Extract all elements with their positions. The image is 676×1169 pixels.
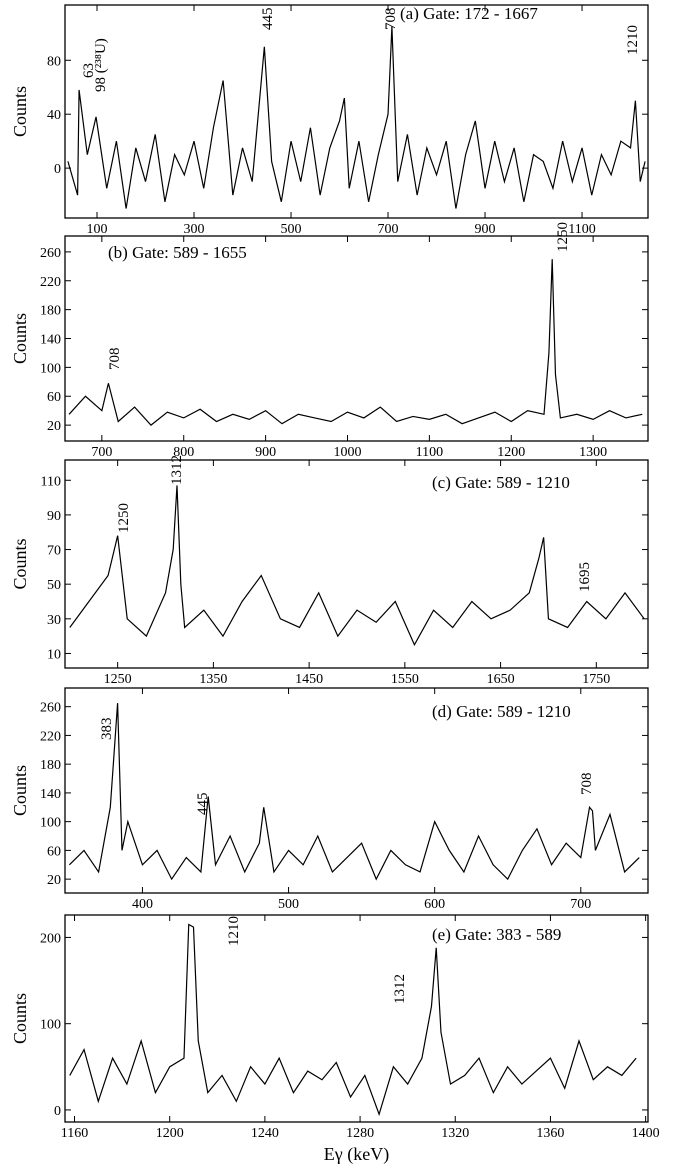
- y-tick-label: 0: [54, 1104, 61, 1119]
- plot-frame: [64, 687, 649, 894]
- y-axis-label: Counts: [10, 765, 30, 816]
- y-tick-label: 100: [40, 816, 61, 831]
- x-tick-label: 600: [424, 897, 445, 912]
- x-tick-label: 700: [91, 445, 112, 460]
- x-tick-label: 1450: [295, 672, 323, 687]
- plot-frame: [64, 235, 649, 442]
- y-tick-label: 100: [40, 1018, 61, 1033]
- y-tick-label: 50: [47, 578, 61, 593]
- y-tick-label: 110: [41, 474, 61, 489]
- x-tick-label: 1240: [251, 1126, 279, 1141]
- y-tick-label: 200: [40, 931, 61, 946]
- spectrum: [68, 259, 643, 426]
- x-tick-label: 1300: [579, 445, 607, 460]
- x-tick-label: 700: [378, 222, 399, 237]
- x-tick-label: 900: [255, 445, 276, 460]
- x-tick-label: 1650: [487, 672, 515, 687]
- peak-label: 98 (²³⁸U): [93, 38, 109, 92]
- y-axis-label: Counts: [10, 86, 30, 137]
- y-tick-label: 10: [47, 647, 61, 662]
- x-tick-label: 1320: [441, 1126, 469, 1141]
- x-tick-label: 1750: [582, 672, 610, 687]
- chart-title: (a) Gate: 172 - 1667: [400, 4, 538, 23]
- y-tick-label: 140: [40, 333, 61, 348]
- x-tick-label: 500: [281, 222, 302, 237]
- y-tick-label: 70: [47, 544, 61, 559]
- plot-frame: [64, 914, 649, 1123]
- y-tick-label: 180: [40, 304, 61, 319]
- y-tick-label: 20: [47, 873, 61, 888]
- x-tick-label: 1200: [497, 445, 525, 460]
- x-tick-label: 300: [184, 222, 205, 237]
- x-tick-label: 700: [570, 897, 591, 912]
- x-tick-label: 1160: [61, 1126, 88, 1141]
- x-tick-label: 100: [87, 222, 108, 237]
- y-tick-label: 100: [40, 361, 61, 376]
- peak-label: 1250: [555, 222, 571, 252]
- peak-label: 1312: [392, 974, 408, 1004]
- chart-title: (d) Gate: 589 - 1210: [432, 702, 571, 721]
- chart-title: (e) Gate: 383 - 589: [432, 925, 561, 944]
- spectrum: [67, 26, 646, 209]
- y-axis-label: Counts: [10, 993, 30, 1044]
- plot-frame: [64, 4, 649, 219]
- spectrum: [69, 485, 645, 647]
- y-tick-label: 140: [40, 787, 61, 802]
- x-tick-label: 1250: [104, 672, 132, 687]
- peak-label: 708: [579, 773, 595, 796]
- y-tick-label: 0: [54, 162, 61, 177]
- x-tick-label: 400: [132, 897, 153, 912]
- y-tick-label: 60: [47, 390, 61, 405]
- y-tick-label: 220: [40, 275, 61, 290]
- x-axis-label: Eγ (keV): [324, 1144, 389, 1165]
- plot-frame: [64, 459, 649, 669]
- peak-label: 1210: [226, 916, 242, 946]
- x-tick-label: 900: [475, 222, 496, 237]
- y-tick-label: 80: [47, 54, 61, 69]
- x-tick-label: 1400: [632, 1126, 660, 1141]
- y-tick-label: 60: [47, 844, 61, 859]
- y-tick-label: 260: [40, 701, 61, 716]
- peak-label: 1210: [625, 25, 641, 55]
- x-tick-label: 1350: [199, 672, 227, 687]
- y-tick-label: 260: [40, 246, 61, 261]
- peak-label: 1695: [577, 562, 593, 592]
- x-tick-label: 1360: [536, 1126, 564, 1141]
- spectrum: [69, 923, 637, 1117]
- x-tick-label: 800: [173, 445, 194, 460]
- peak-label: 63: [81, 63, 97, 78]
- x-tick-label: 500: [278, 897, 299, 912]
- peak-label: 383: [99, 718, 115, 741]
- y-tick-label: 180: [40, 758, 61, 773]
- peak-label: 708: [107, 348, 123, 371]
- peak-label: 1312: [169, 455, 185, 485]
- y-tick-label: 40: [47, 108, 61, 123]
- peak-label: 1250: [116, 503, 132, 533]
- y-tick-label: 220: [40, 729, 61, 744]
- x-tick-label: 1100: [416, 445, 443, 460]
- chart-title: (c) Gate: 589 - 1210: [432, 473, 570, 492]
- x-tick-label: 1000: [333, 445, 361, 460]
- peak-label: 445: [260, 8, 276, 31]
- y-axis-label: Counts: [10, 313, 30, 364]
- x-tick-label: 1100: [568, 222, 595, 237]
- peak-label: 708: [383, 8, 399, 31]
- spectrum: [68, 703, 640, 881]
- x-tick-label: 1200: [156, 1126, 184, 1141]
- chart-title: (b) Gate: 589 - 1655: [108, 243, 247, 262]
- y-axis-label: Counts: [10, 538, 30, 589]
- y-tick-label: 90: [47, 509, 61, 524]
- peak-label: 445: [195, 793, 211, 816]
- y-tick-label: 30: [47, 613, 61, 628]
- x-tick-label: 1550: [391, 672, 419, 687]
- x-tick-label: 1280: [346, 1126, 374, 1141]
- y-tick-label: 20: [47, 419, 61, 434]
